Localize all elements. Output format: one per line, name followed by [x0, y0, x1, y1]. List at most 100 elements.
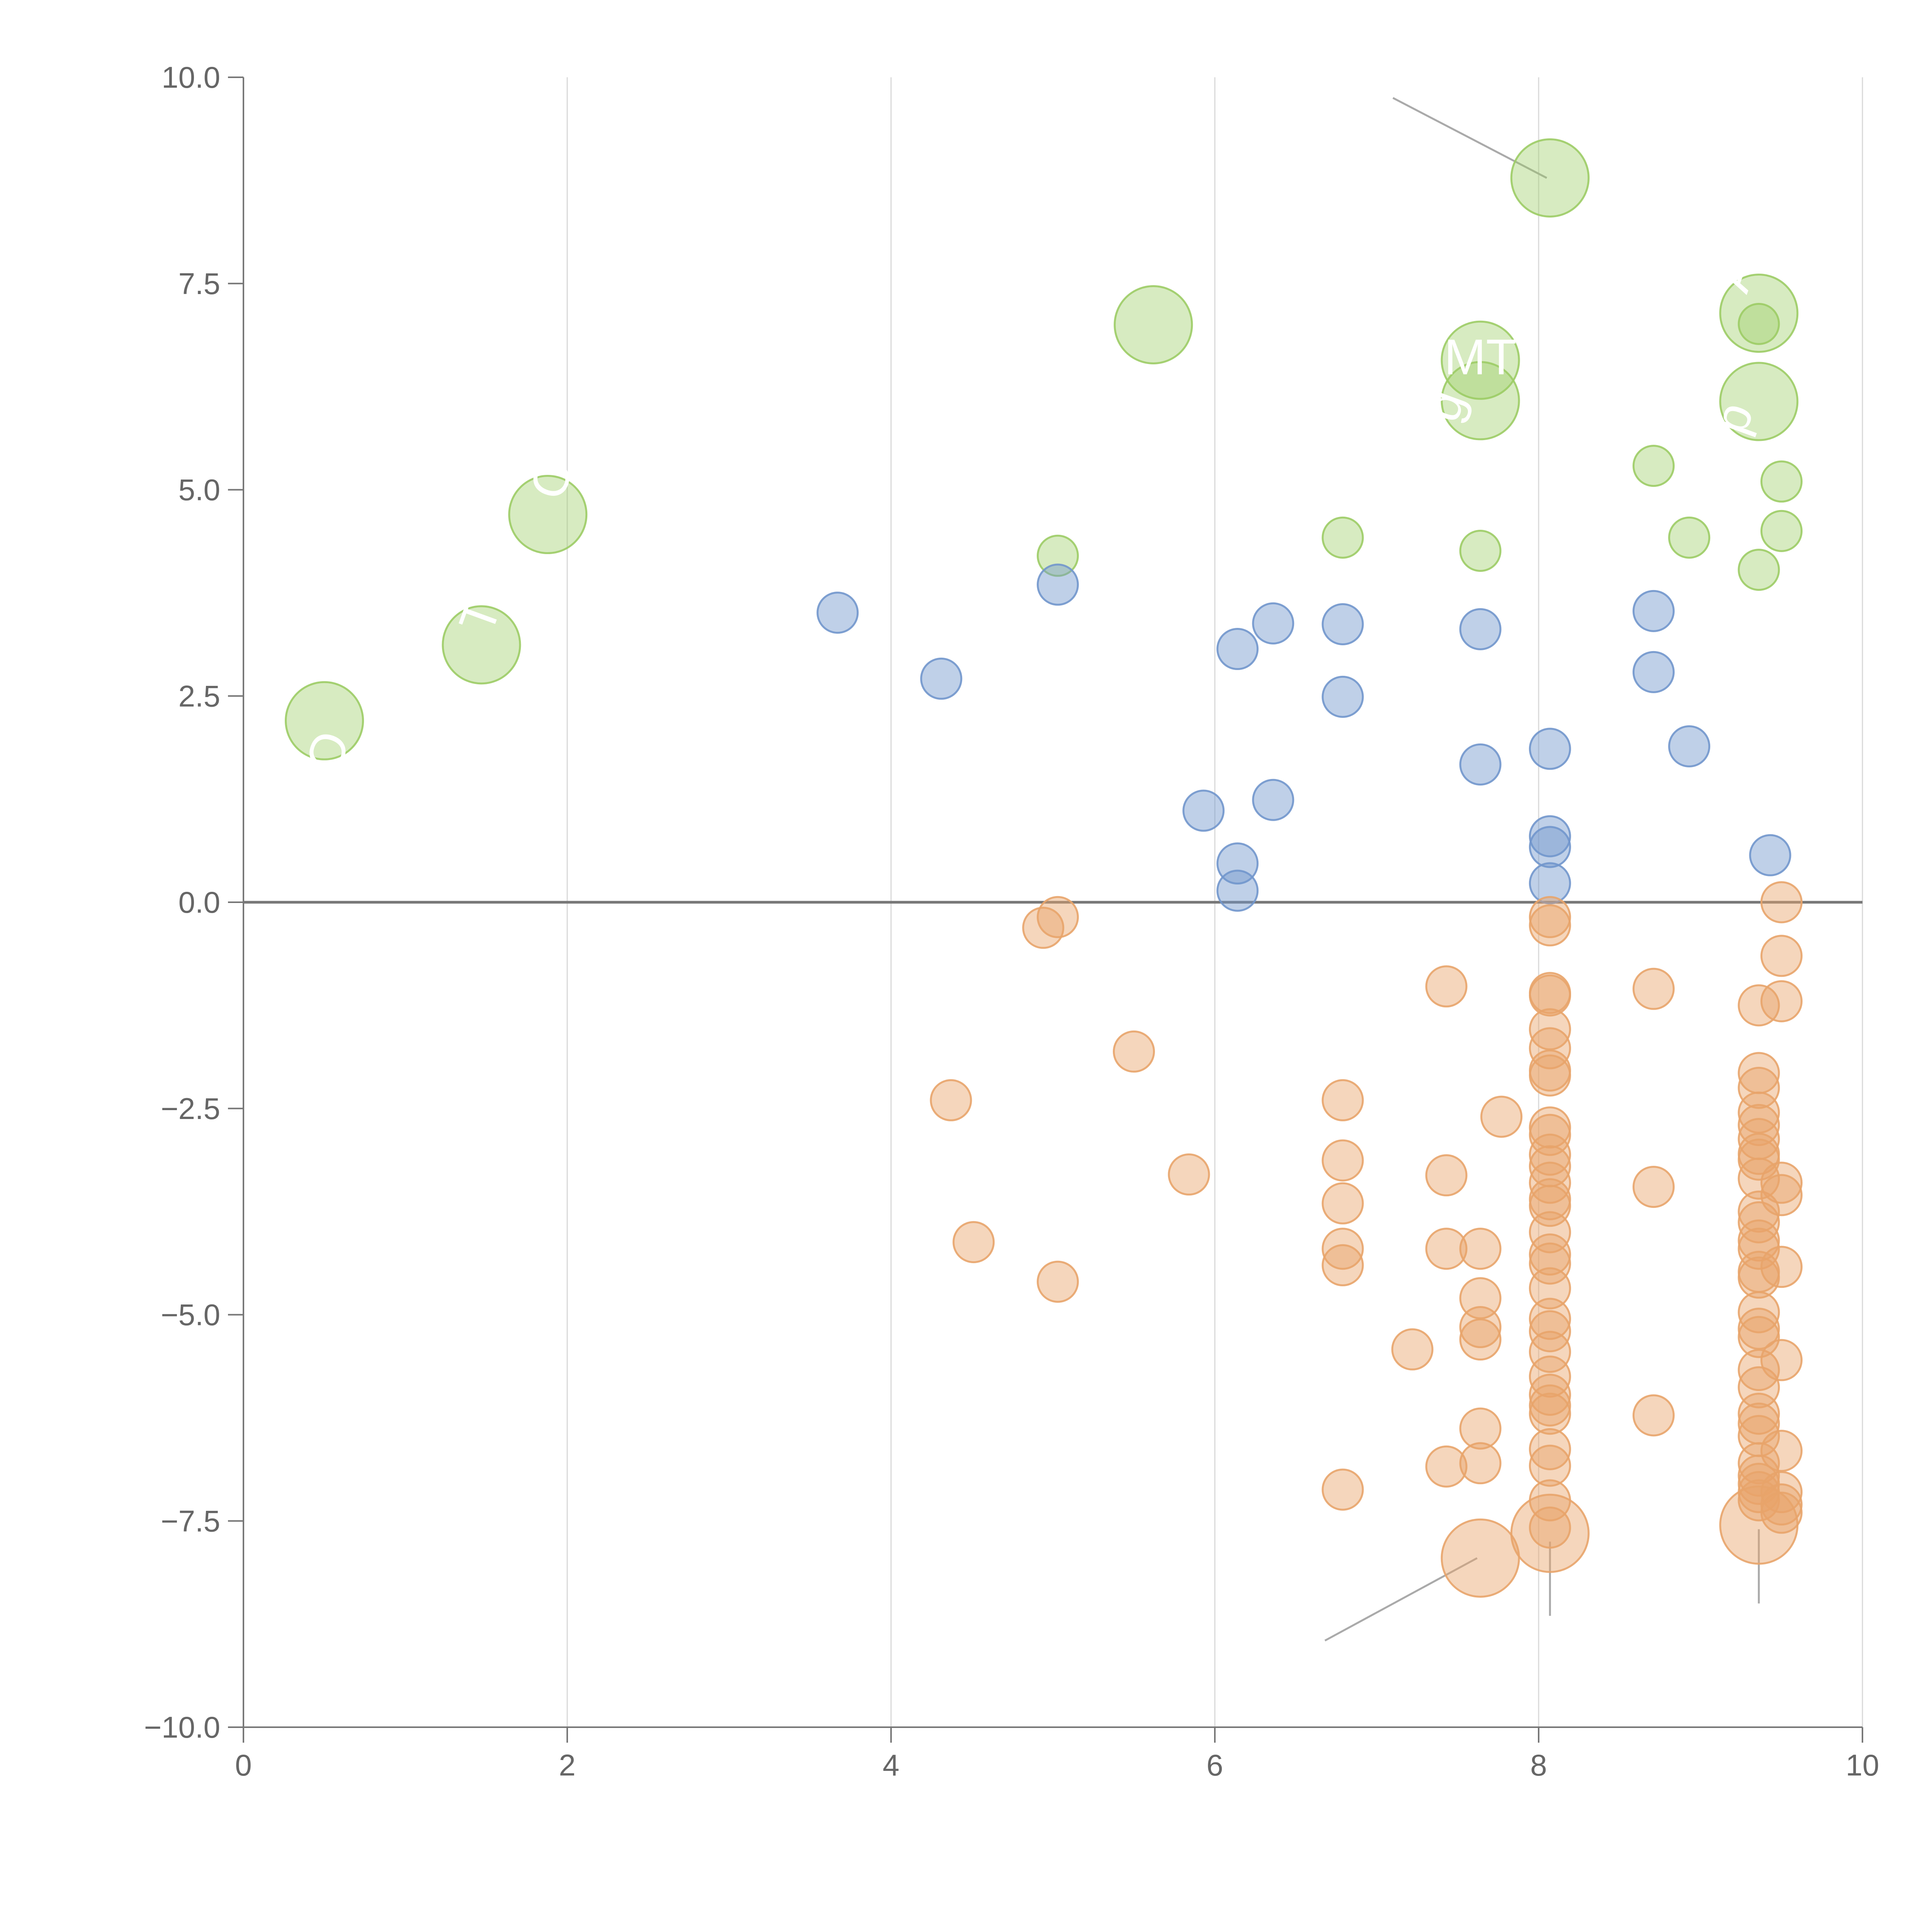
y-tick-label: 0.0 — [179, 885, 220, 919]
positive-small-point-11 — [1459, 608, 1502, 650]
negative-point-24 — [1480, 1095, 1523, 1138]
x-tick-label: 6 — [1206, 1748, 1223, 1782]
negative-point-65 — [1738, 1138, 1780, 1181]
negative-point-73 — [1738, 1291, 1780, 1333]
negative-point-19 — [1459, 1277, 1502, 1320]
leader-line-1 — [1324, 1557, 1478, 1642]
negative-point-70 — [1738, 1228, 1780, 1270]
annotation-label-4: MT — [1444, 329, 1517, 385]
positive-small-point-14 — [1529, 815, 1571, 857]
negative-point-5 — [1113, 1030, 1155, 1073]
x-tick-label: 2 — [559, 1748, 575, 1782]
negative-point-32 — [1529, 1054, 1571, 1097]
negative-point-54 — [1529, 1506, 1571, 1549]
positive-small-point-5 — [1252, 602, 1294, 645]
negative-point-44 — [1529, 1298, 1571, 1340]
x-tick-label: 0 — [235, 1748, 252, 1782]
y-tick-label: 2.5 — [179, 679, 220, 713]
negative-point-37 — [1529, 1162, 1571, 1204]
y-tick-label: 7.5 — [179, 267, 220, 301]
negative-point-88 — [1760, 980, 1803, 1022]
negative-point-89 — [1760, 1162, 1803, 1204]
negative-point-13 — [1391, 1328, 1434, 1371]
negative-point-14 — [1425, 965, 1468, 1008]
negative-point-62 — [1738, 1104, 1780, 1146]
positive-large-point-8 — [1719, 362, 1799, 441]
negative-point-26 — [1529, 904, 1571, 947]
negative-point-47 — [1529, 1355, 1571, 1398]
negative-point-8 — [1321, 1139, 1364, 1182]
positive-small-point-12 — [1459, 743, 1502, 786]
positive-large-point-5 — [1440, 320, 1520, 400]
negative-point-6 — [1168, 1153, 1210, 1196]
y-tick-label: −7.5 — [161, 1504, 220, 1538]
negative-point-67 — [1738, 1190, 1780, 1233]
negative-point-16 — [1425, 1228, 1468, 1270]
positive-small-point-2 — [1037, 563, 1079, 606]
positive-large-point-4 — [1510, 138, 1590, 218]
negative-point-23 — [1459, 1442, 1502, 1485]
positive-large-point-3 — [1114, 285, 1193, 364]
negative-point-66 — [1738, 1157, 1780, 1200]
negative-point-52 — [1529, 1444, 1571, 1487]
positive-small-point-8 — [1216, 869, 1259, 912]
positive-large-point-1 — [442, 605, 521, 685]
negative-point-93 — [1760, 1430, 1803, 1472]
x-tick-label: 8 — [1530, 1748, 1547, 1782]
annotation-label-7: A — [1704, 248, 1768, 299]
negative-point-75 — [1738, 1316, 1780, 1358]
negative-point-41 — [1529, 1233, 1571, 1276]
negative-point-58 — [1738, 984, 1780, 1027]
x-tick-label: 10 — [1846, 1748, 1879, 1782]
negative-point-76 — [1738, 1349, 1780, 1391]
negative-point-99 — [1719, 1485, 1799, 1565]
positive-small-point-9 — [1321, 603, 1364, 646]
negative-point-60 — [1738, 1066, 1780, 1109]
positive-small-point-16 — [1529, 862, 1571, 905]
negative-point-87 — [1760, 935, 1803, 977]
axes: 0 2 4 6 8 10 10.0 7.5 5.0 2.5 0.0 −2.5 −5.0 −7.5 −10.0 — [144, 60, 1879, 1782]
data-points — [285, 138, 1803, 1598]
negative-point-72 — [1738, 1256, 1780, 1299]
negative-point-91 — [1760, 1246, 1803, 1288]
negative-point-51 — [1529, 1428, 1571, 1471]
positive-large-point-0 — [285, 681, 364, 760]
positive-small-point-19 — [1668, 725, 1711, 767]
positive-large-point-14 — [1738, 549, 1780, 591]
negative-point-97 — [1440, 1518, 1520, 1598]
negative-point-21 — [1459, 1318, 1502, 1361]
negative-point-43 — [1529, 1267, 1571, 1310]
negative-point-92 — [1760, 1339, 1803, 1381]
leader-lines — [1324, 97, 1760, 1642]
negative-point-1 — [1037, 896, 1079, 938]
positive-large-point-12 — [1632, 445, 1675, 487]
negative-point-46 — [1529, 1331, 1571, 1373]
positive-small-point-17 — [1632, 590, 1675, 632]
negative-point-17 — [1425, 1445, 1468, 1488]
positive-large-point-9 — [1037, 534, 1079, 577]
positive-large-point-11 — [1459, 529, 1502, 572]
negative-point-20 — [1459, 1306, 1502, 1349]
positive-small-point-1 — [920, 657, 963, 700]
negative-point-12 — [1321, 1468, 1364, 1511]
negative-point-55 — [1632, 968, 1675, 1010]
negative-point-9 — [1321, 1182, 1364, 1225]
x-tick-label: 4 — [883, 1748, 899, 1782]
negative-point-48 — [1529, 1374, 1571, 1416]
positive-small-point-6 — [1252, 779, 1294, 821]
leader-line-0 — [1392, 97, 1548, 179]
negative-point-15 — [1425, 1154, 1468, 1197]
negative-point-28 — [1529, 974, 1571, 1017]
positive-large-point-17 — [1760, 510, 1803, 552]
positive-large-point-13 — [1668, 516, 1711, 559]
negative-point-57 — [1632, 1394, 1675, 1437]
positive-small-point-18 — [1632, 651, 1675, 693]
positive-small-point-15 — [1529, 826, 1571, 868]
negative-point-78 — [1738, 1393, 1780, 1435]
negative-point-0 — [1022, 906, 1065, 949]
negative-point-7 — [1321, 1079, 1364, 1121]
positive-large-point-7 — [1719, 274, 1799, 353]
negative-point-40 — [1529, 1211, 1571, 1253]
negative-point-4 — [1037, 1260, 1079, 1303]
